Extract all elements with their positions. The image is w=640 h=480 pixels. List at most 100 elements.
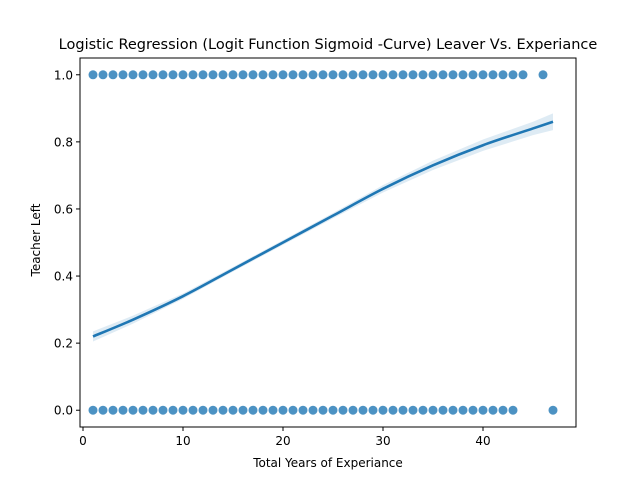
data-point [98, 405, 108, 415]
data-point [108, 405, 118, 415]
data-point [508, 70, 518, 80]
data-point [268, 405, 278, 415]
data-point [88, 405, 98, 415]
data-point [398, 405, 408, 415]
data-point [228, 70, 238, 80]
data-point [448, 405, 458, 415]
data-point [388, 405, 398, 415]
data-point [288, 70, 298, 80]
y-tick-label: 0.6 [54, 202, 73, 216]
data-point [488, 405, 498, 415]
data-point [428, 70, 438, 80]
x-tick-label: 0 [79, 434, 87, 448]
data-point [438, 70, 448, 80]
data-point [458, 405, 468, 415]
data-point [308, 70, 318, 80]
x-tick-label: 20 [275, 434, 290, 448]
data-point [188, 70, 198, 80]
data-point [498, 405, 508, 415]
data-point [418, 70, 428, 80]
x-tick-label: 40 [475, 434, 490, 448]
data-point [118, 405, 128, 415]
data-point [128, 405, 138, 415]
data-point [358, 405, 368, 415]
x-axis-label: Total Years of Experiance [252, 456, 403, 470]
data-point [128, 70, 138, 80]
data-point [198, 70, 208, 80]
data-point [118, 70, 128, 80]
data-point [368, 70, 378, 80]
data-point [108, 70, 118, 80]
data-point [138, 70, 148, 80]
data-point [318, 405, 328, 415]
data-point [538, 70, 548, 80]
plot-frame [79, 57, 577, 428]
data-point [258, 70, 268, 80]
data-point [148, 70, 158, 80]
y-axis-label: Teacher Left [29, 203, 43, 277]
data-point [348, 405, 358, 415]
data-point [228, 405, 238, 415]
data-point [428, 405, 438, 415]
data-point [238, 405, 248, 415]
data-point [138, 405, 148, 415]
data-point [348, 70, 358, 80]
data-point [218, 405, 228, 415]
data-point [258, 405, 268, 415]
y-tick-label: 1.0 [54, 68, 73, 82]
data-point [338, 70, 348, 80]
data-point [218, 70, 228, 80]
data-point [178, 70, 188, 80]
data-point [168, 405, 178, 415]
plot-area: 0 10 20 30 40 0.0 0.2 0.4 0.6 0.8 1.0 [54, 57, 577, 448]
logistic-fit-line [92, 120, 554, 338]
y-tick-label: 0.4 [54, 270, 73, 284]
data-point [188, 405, 198, 415]
data-point [318, 70, 328, 80]
data-point [488, 70, 498, 80]
data-point [298, 405, 308, 415]
data-point [378, 405, 388, 415]
data-point [288, 405, 298, 415]
data-point [158, 405, 168, 415]
data-point [548, 405, 558, 415]
data-point [158, 70, 168, 80]
data-point [338, 405, 348, 415]
data-point [448, 70, 458, 80]
data-point [368, 405, 378, 415]
data-point [328, 405, 338, 415]
data-point [468, 70, 478, 80]
data-point [508, 405, 518, 415]
data-point [408, 70, 418, 80]
data-point [208, 70, 218, 80]
data-point [208, 405, 218, 415]
data-point [268, 70, 278, 80]
x-tick-label: 30 [375, 434, 390, 448]
y-tick-label: 0.0 [54, 404, 73, 418]
data-point [378, 70, 388, 80]
data-point [278, 405, 288, 415]
data-point [478, 405, 488, 415]
data-point [498, 70, 508, 80]
y-tick-label: 0.2 [54, 337, 73, 351]
data-point [248, 70, 258, 80]
data-point [88, 70, 98, 80]
data-point [328, 70, 338, 80]
data-point [358, 70, 368, 80]
data-point [478, 70, 488, 80]
data-point [168, 70, 178, 80]
x-tick-label: 10 [175, 434, 190, 448]
data-point [408, 405, 418, 415]
chart-title: Logistic Regression (Logit Function Sigm… [59, 37, 598, 53]
data-point [278, 70, 288, 80]
y-tick-label: 0.8 [54, 135, 73, 149]
data-point [248, 405, 258, 415]
data-point [468, 405, 478, 415]
data-point [418, 405, 428, 415]
data-point [518, 70, 528, 80]
data-point [438, 405, 448, 415]
data-point [178, 405, 188, 415]
data-point [298, 70, 308, 80]
data-point [198, 405, 208, 415]
